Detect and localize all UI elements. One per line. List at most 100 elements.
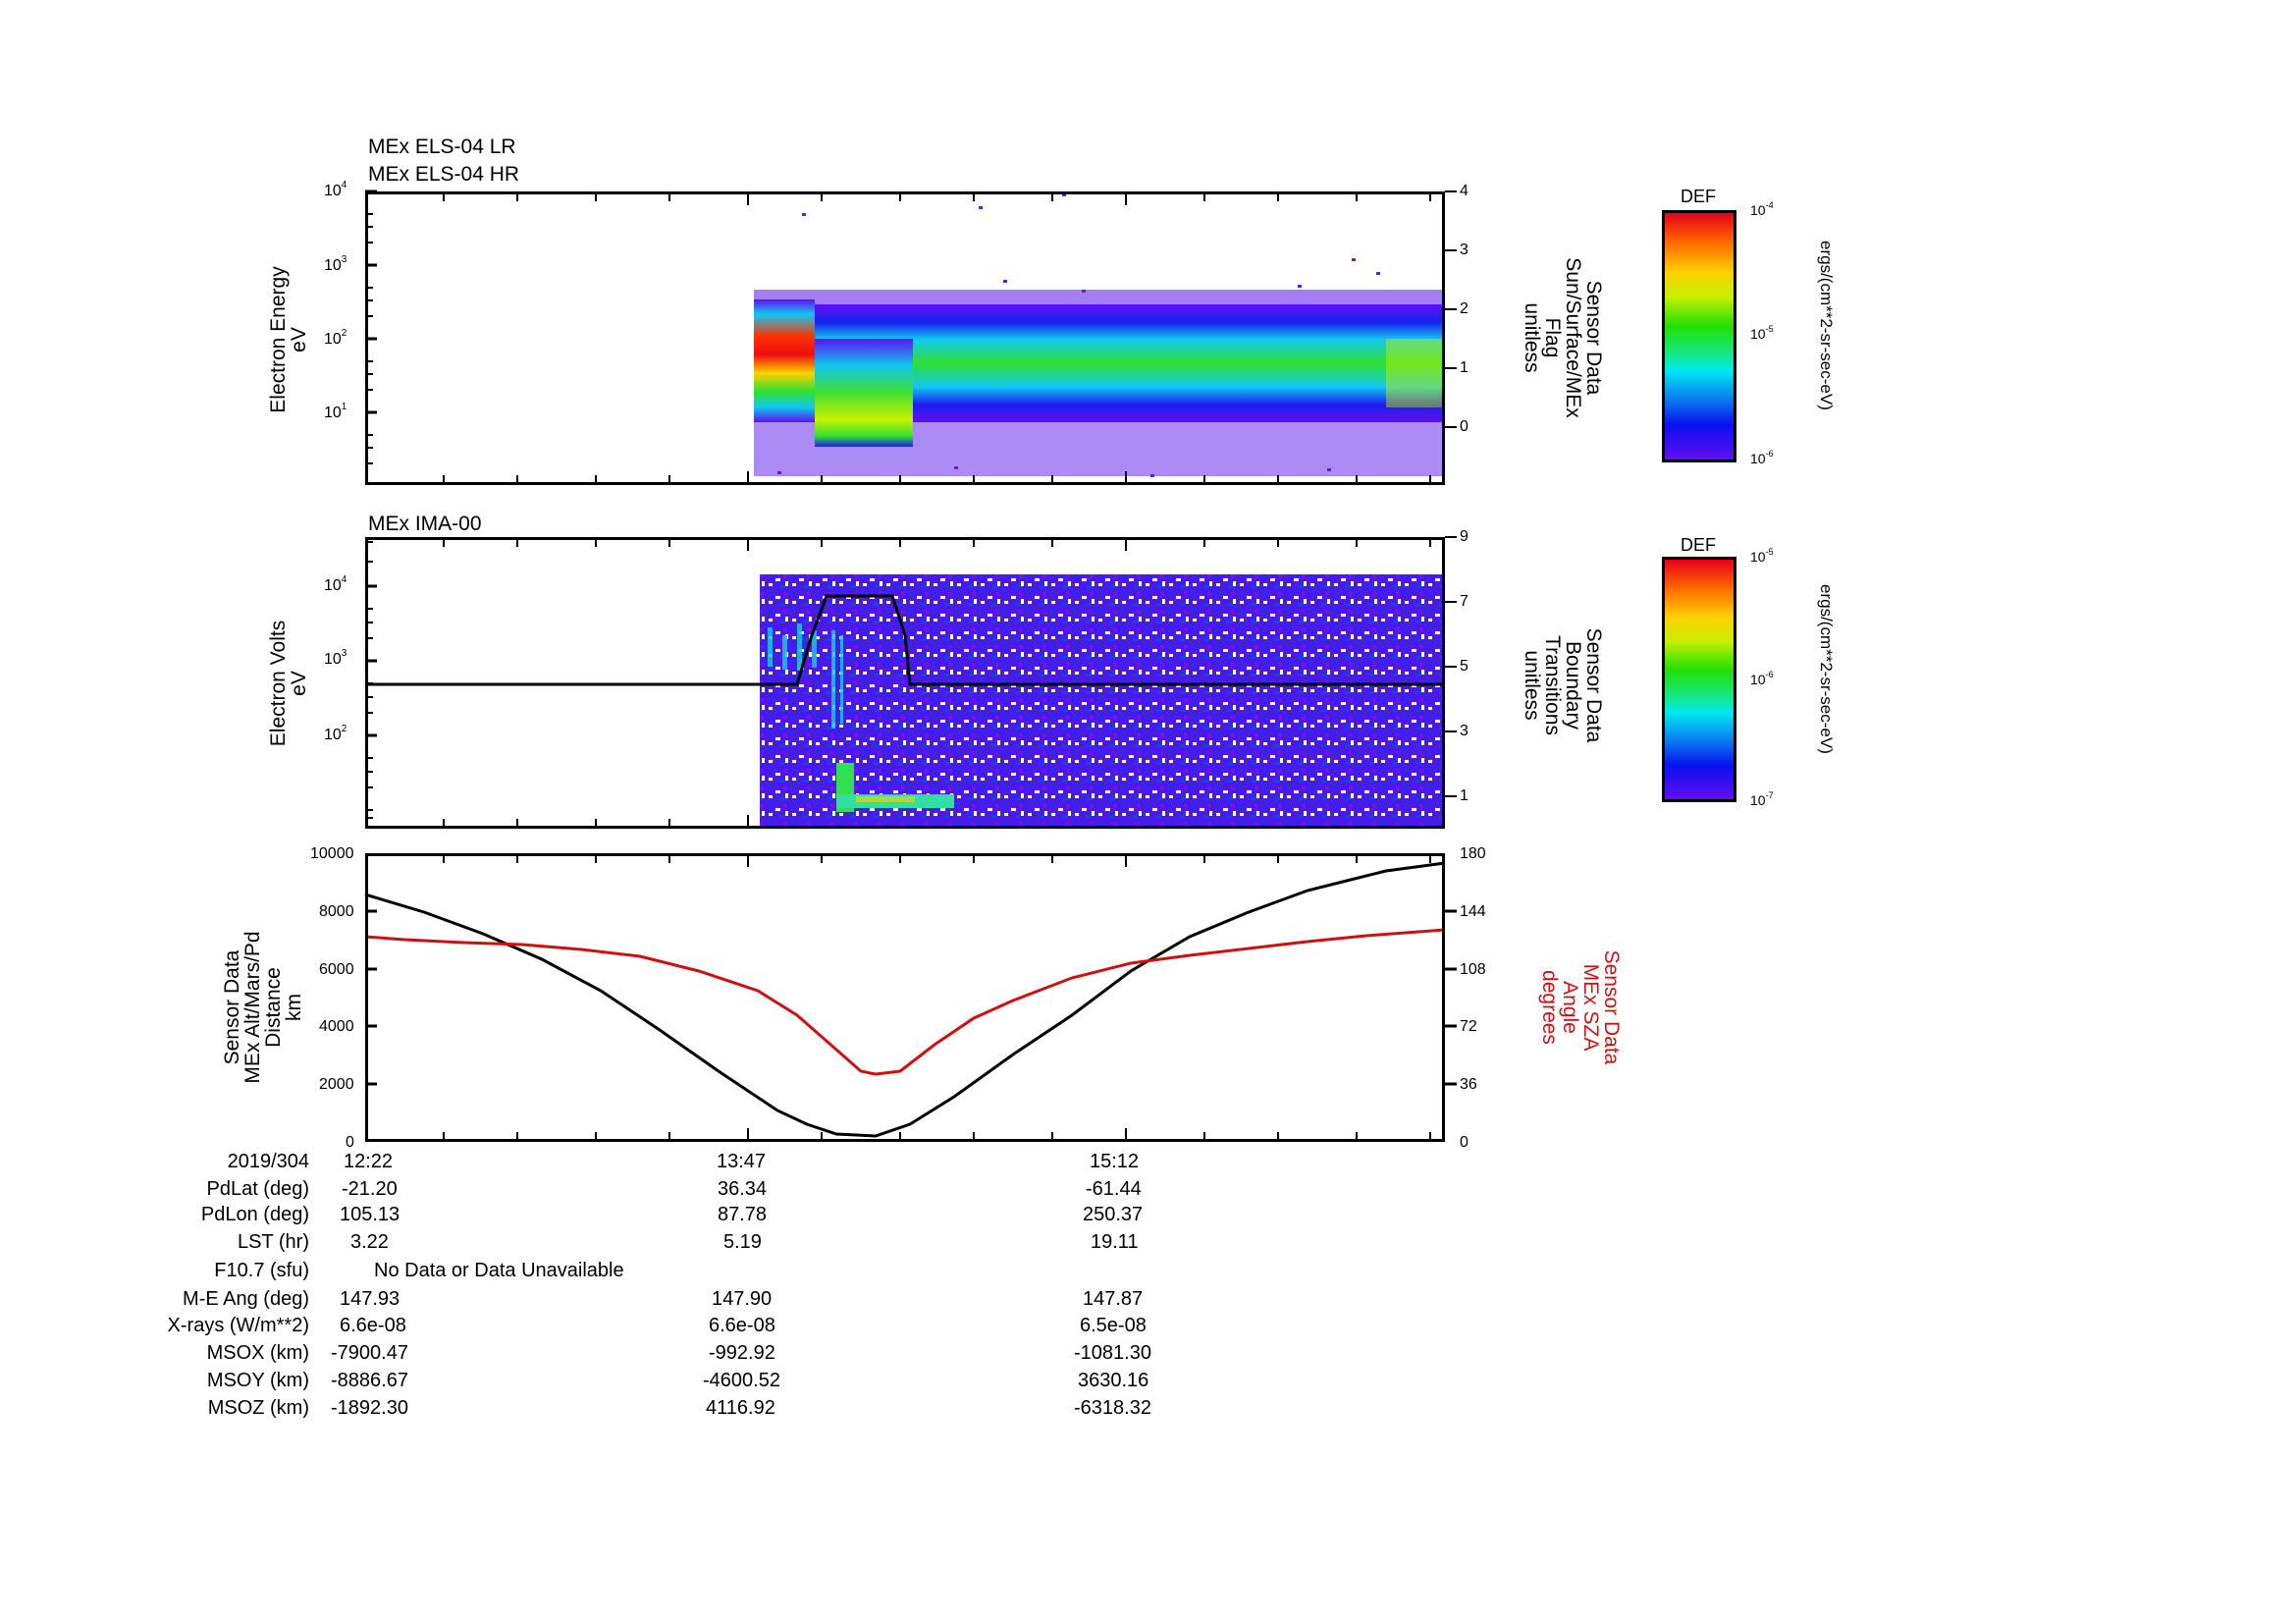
bottom-ylabel-2: MEx Alt/Mars/Pd [241,931,264,1084]
top-ytick-1e4: 104 [324,180,347,199]
ann-msox-2: -992.92 [709,1342,775,1364]
top-right-axis-label: Sensor Data Sun/Surface/MEx Flag unitles… [1518,240,1605,436]
ann-label-lst: LST (hr) [238,1231,309,1253]
top-y2tick-3: 3 [1460,242,1468,258]
bottom-ytick-6000: 6000 [319,961,354,978]
ann-pdlat-3: -61.44 [1086,1178,1142,1200]
ann-me-ang-3: 147.87 [1083,1288,1144,1310]
ann-pdlat-1: -21.20 [342,1178,398,1200]
ann-label-me-ang: M-E Ang (deg) [183,1288,309,1310]
middle-cbar-tick-1e-7: 10-7 [1750,790,1774,808]
top-ylabel-line2: eV [288,327,310,352]
bottom-rlabel-4: degrees [1538,970,1561,1045]
ann-me-ang-2: 147.90 [712,1288,773,1310]
top-cbar-tick-1e-4: 10-4 [1750,200,1774,218]
bottom-y-axis-label: Sensor Data MEx Alt/Mars/Pd Distance km [221,899,308,1115]
top-spectrogram [365,189,1457,485]
top-ylabel-line1: Electron Energy [267,266,290,413]
ann-msox-1: -7900.47 [331,1342,408,1364]
middle-ytick-1e4: 104 [324,574,347,594]
bottom-ylabel-3: Distance [262,967,285,1048]
bottom-y2tick-144: 144 [1460,903,1486,920]
ann-msoz-2: 4116.92 [706,1397,775,1419]
top-panel-title-1: MEx ELS-04 LR [368,135,516,158]
middle-y2tick-1: 1 [1460,787,1468,804]
top-cbar-tick-1e-5: 10-5 [1750,324,1774,342]
bottom-rlabel-2: MEx SZA [1579,963,1602,1052]
ann-label-xrays: X-rays (W/m**2) [167,1315,309,1336]
top-ytick-1e2: 102 [324,328,347,348]
top-rlabel-2: Sun/Surface/MEx [1562,257,1584,418]
bottom-ytick-0: 0 [346,1134,354,1151]
middle-y-axis-label: Electron Volts eV [267,585,311,782]
ann-msoz-1: -1892.30 [331,1397,408,1419]
top-colorbar-unit: ergs/(cm**2-sr-sec-eV) [1817,241,1836,410]
sza-line [364,928,1446,1076]
middle-ylabel-line2: eV [288,671,310,696]
bottom-ytick-2000: 2000 [319,1076,354,1093]
ann-xrays-2: 6.6e-08 [709,1315,775,1336]
ann-label-msoz: MSOZ (km) [207,1397,309,1419]
ann-pdlon-1: 105.13 [340,1204,400,1225]
ann-xrays-1: 6.6e-08 [340,1315,406,1336]
ann-pdlon-2: 87.78 [718,1204,768,1225]
middle-right-axis-label: Sensor Data Boundary Transitions unitles… [1518,587,1605,784]
top-cbar-tick-1e-6: 10-6 [1750,449,1774,466]
ann-msoz-3: -6318.32 [1074,1397,1151,1419]
middle-rlabel-2: Boundary [1562,641,1584,730]
boundary-transitions-line [365,594,1445,686]
top-panel-title-2: MEx ELS-04 HR [368,163,520,186]
middle-rlabel-3: Transitions [1541,635,1564,735]
top-y2tick-0: 0 [1460,418,1468,435]
middle-rlabel-1: Sensor Data [1582,627,1605,743]
top-y-axis-label: Electron Energy eV [267,242,311,438]
middle-y2tick-7: 7 [1460,593,1468,610]
altitude-line [364,861,1446,1138]
bottom-right-axis-label: Sensor Data MEx SZA Angle degrees [1535,909,1623,1106]
bottom-rlabel-3: Angle [1559,981,1581,1034]
ann-xrays-3: 6.5e-08 [1080,1315,1147,1336]
ann-pdlon-3: 250.37 [1083,1204,1144,1225]
ann-label-msox: MSOX (km) [206,1342,309,1364]
ann-msoy-1: -8886.67 [331,1370,408,1391]
middle-ytick-1e3: 103 [324,648,347,668]
middle-y2tick-5: 5 [1460,658,1468,675]
bottom-y2tick-180: 180 [1460,845,1486,862]
middle-ylabel-line1: Electron Volts [267,620,290,747]
top-rlabel-4: unitless [1521,302,1543,373]
bottom-ytick-4000: 4000 [319,1018,354,1035]
top-y2tick-2: 2 [1460,300,1468,317]
top-y2tick-4: 4 [1460,183,1468,199]
top-y2tick-1: 1 [1460,359,1468,376]
annotation-date: 2019/304 [227,1151,309,1172]
middle-spectrogram [365,536,1457,829]
ann-me-ang-1: 147.93 [340,1288,400,1310]
top-colorbar [1662,210,1736,462]
bottom-y2tick-0: 0 [1460,1134,1468,1151]
bottom-rlabel-1: Sensor Data [1600,949,1623,1065]
middle-y2tick-9: 9 [1460,528,1468,545]
ann-label-f107: F10.7 (sfu) [214,1260,309,1281]
middle-cbar-tick-1e-5: 10-5 [1750,547,1774,565]
middle-colorbar [1662,557,1736,802]
middle-panel-title: MEx IMA-00 [368,513,482,535]
top-ytick-1e1: 101 [324,402,347,421]
middle-y2tick-3: 3 [1460,723,1468,739]
ann-msoy-3: 3630.16 [1078,1370,1149,1391]
middle-colorbar-title: DEF [1681,535,1716,555]
middle-ytick-1e2: 102 [324,724,347,743]
middle-colorbar-unit: ergs/(cm**2-sr-sec-eV) [1817,584,1836,754]
time-tick-3: 15:12 [1090,1151,1140,1172]
top-rlabel-1: Sensor Data [1582,280,1605,396]
middle-cbar-tick-1e-6: 10-6 [1750,670,1774,687]
ann-msox-3: -1081.30 [1074,1342,1151,1364]
bottom-ytick-10000: 10000 [310,845,354,862]
ann-label-msoy: MSOY (km) [206,1370,309,1391]
time-tick-1: 12:22 [344,1151,394,1172]
ann-lst-3: 19.11 [1091,1231,1139,1253]
bottom-panel-frame [365,853,1445,1142]
middle-panel-frame [365,537,1445,829]
ann-label-pdlon: PdLon (deg) [200,1204,309,1225]
ann-label-pdlat: PdLat (deg) [206,1178,309,1200]
top-rlabel-3: Flag [1541,317,1564,358]
